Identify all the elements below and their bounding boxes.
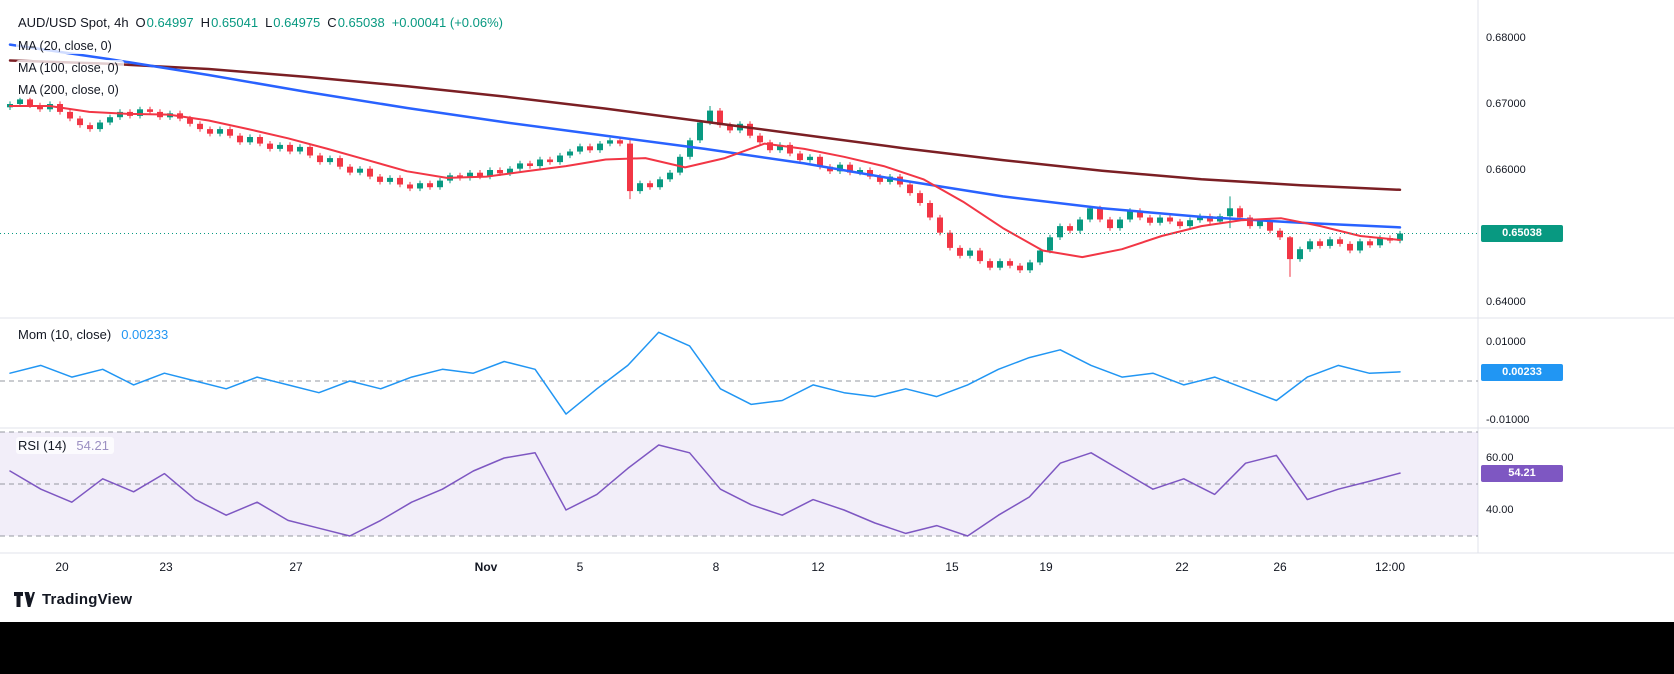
time-tick: 5 bbox=[576, 560, 584, 574]
ma20-label: MA (20, close, 0) bbox=[18, 39, 112, 53]
rsi-tick-40: 40.00 bbox=[1486, 504, 1514, 516]
ma20-legend-row[interactable]: MA (20, close, 0) bbox=[16, 38, 117, 54]
time-tick: 23 bbox=[159, 560, 173, 574]
price-tick-067: 0.67000 bbox=[1486, 98, 1526, 110]
low-value: L 0.64975 bbox=[265, 15, 321, 30]
momentum-badge: 0.00233 bbox=[1481, 364, 1563, 381]
time-tick: 27 bbox=[289, 560, 303, 574]
chart-canvas[interactable] bbox=[0, 0, 1674, 600]
momentum-legend-row[interactable]: Mom (10, close) 0.00233 bbox=[16, 326, 174, 343]
ma100-label: MA (100, close, 0) bbox=[18, 61, 119, 75]
time-tick: 8 bbox=[712, 560, 720, 574]
time-tick-last: 12:00 bbox=[1374, 560, 1406, 574]
price-tick-066: 0.66000 bbox=[1486, 164, 1526, 176]
tradingview-logo-icon bbox=[14, 592, 35, 607]
high-value: H 0.65041 bbox=[200, 15, 259, 30]
rsi-legend-row[interactable]: RSI (14) 54.21 bbox=[16, 437, 114, 454]
rsi-badge: 54.21 bbox=[1481, 465, 1563, 482]
bottom-black-bar bbox=[0, 622, 1674, 674]
momentum-label: Mom (10, close) bbox=[18, 327, 112, 342]
close-value: C 0.65038 bbox=[327, 15, 385, 30]
time-tick: 15 bbox=[945, 560, 959, 574]
symbol-title: AUD/USD Spot, 4h bbox=[18, 15, 129, 30]
ma200-label: MA (200, close, 0) bbox=[18, 83, 119, 97]
time-tick: 12 bbox=[811, 560, 825, 574]
mom-tick-neg: -0.01000 bbox=[1486, 414, 1530, 426]
time-tick: 20 bbox=[55, 560, 69, 574]
price-tick-068: 0.68000 bbox=[1486, 32, 1526, 44]
momentum-value: 0.00233 bbox=[121, 327, 169, 342]
rsi-tick-60: 60.00 bbox=[1486, 452, 1514, 464]
price-badge: 0.65038 bbox=[1481, 225, 1563, 242]
mom-tick-pos: 0.01000 bbox=[1486, 336, 1526, 348]
price-tick-064: 0.64000 bbox=[1486, 296, 1526, 308]
tradingview-logo[interactable]: TradingView bbox=[14, 591, 132, 608]
time-tick: 19 bbox=[1039, 560, 1053, 574]
time-tick: 26 bbox=[1273, 560, 1287, 574]
brand-name: TradingView bbox=[42, 591, 133, 608]
time-tick-month: Nov bbox=[474, 560, 498, 574]
open-value: O 0.64997 bbox=[135, 15, 194, 30]
symbol-legend-row[interactable]: AUD/USD Spot, 4h O 0.64997 H 0.65041 L 0.64… bbox=[16, 14, 508, 31]
change-value: +0.00041 (+0.06%) bbox=[391, 15, 503, 30]
rsi-value: 54.21 bbox=[76, 438, 109, 453]
time-tick: 22 bbox=[1175, 560, 1189, 574]
rsi-label: RSI (14) bbox=[18, 438, 67, 453]
ma100-legend-row[interactable]: MA (100, close, 0) bbox=[16, 60, 124, 76]
ma200-legend-row[interactable]: MA (200, close, 0) bbox=[16, 82, 124, 98]
